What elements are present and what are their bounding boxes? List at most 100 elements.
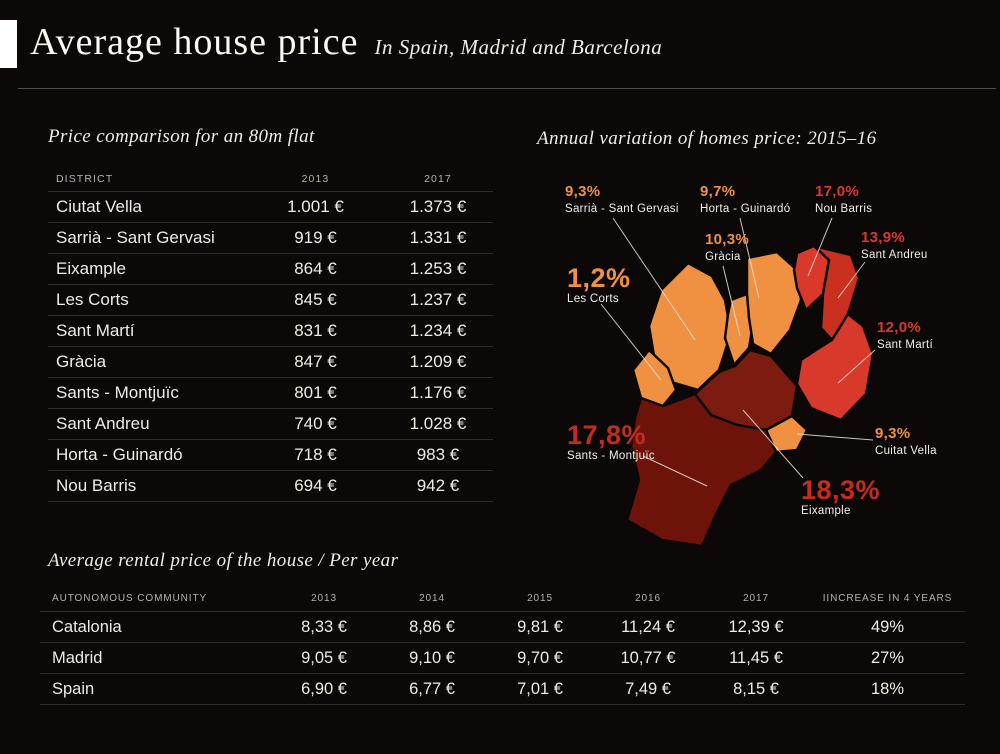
rent-2014-cell: 8,86 € xyxy=(409,617,455,636)
variation-value: 10,3% xyxy=(705,231,750,248)
rent-2017-cell: 11,45 € xyxy=(729,648,783,667)
map-label-les-corts: 1,2% Les Corts xyxy=(567,264,631,307)
price-table-title: Price comparison for an 80m flat xyxy=(48,126,315,147)
variation-value: 12,0% xyxy=(877,319,922,336)
district-shape-sants-montjuic xyxy=(625,392,778,548)
leader-line-horta xyxy=(739,217,760,299)
rental-table-header-row: AUTONOMOUS COMMUNITY 2013 2014 2015 2016… xyxy=(40,586,965,612)
table-row: Catalonia 8,33 € 8,86 € 9,81 € 11,24 € 1… xyxy=(40,612,965,643)
table-row: Eixample 864 € 1.253 € xyxy=(48,254,493,285)
column-header-district: DISTRICT xyxy=(56,172,114,185)
rental-price-section: Average rental price of the house / Per … xyxy=(40,550,965,705)
price-2013-cell: 864 € xyxy=(294,259,337,278)
price-2013-cell: 845 € xyxy=(294,290,337,309)
price-table: DISTRICT 2013 2017 Ciutat Vella 1.001 € … xyxy=(48,166,493,502)
map-label-gracia: 10,3% Gràcia xyxy=(705,230,749,264)
rent-2016-cell: 7,49 € xyxy=(625,679,671,698)
district-shape-horta-guinardo xyxy=(745,250,803,356)
annual-variation-section: Annual variation of homes price: 2015–16… xyxy=(535,118,997,554)
rent-2015-cell: 7,01 € xyxy=(517,679,563,698)
district-cell: Gràcia xyxy=(56,352,107,371)
variation-value: 17,0% xyxy=(815,183,860,200)
district-cell: Ciutat Vella xyxy=(56,197,142,216)
price-2017-cell: 1.234 € xyxy=(409,321,467,340)
map-label-sants-montjuic: 17,8% Sants - Montjuïc xyxy=(567,421,655,464)
rent-2013-cell: 9,05 € xyxy=(301,648,347,667)
column-header-2016: 2016 xyxy=(635,593,661,604)
rent-2017-cell: 8,15 € xyxy=(733,679,779,698)
price-2017-cell: 1.253 € xyxy=(409,259,467,278)
map-label-sant-andreu: 13,9% Sant Andreu xyxy=(861,228,928,262)
rent-2016-cell: 10,77 € xyxy=(620,648,676,667)
rent-2014-cell: 6,77 € xyxy=(409,679,455,698)
map-title: Annual variation of homes price: 2015–16 xyxy=(537,128,877,149)
table-row: Nou Barris 694 € 942 € xyxy=(48,471,493,502)
map-label-eixample: 18,3% Eixample xyxy=(801,476,880,519)
leader-line-sants-montjuic xyxy=(642,455,708,487)
page-title: Average house price xyxy=(30,21,359,63)
price-2017-cell: 942 € xyxy=(416,476,460,495)
map-label-horta-guinardo: 9,7% Horta - Guinardó xyxy=(700,182,790,216)
district-cell: Sants - Montjuïc xyxy=(56,383,179,402)
table-row: Les Corts 845 € 1.237 € xyxy=(48,285,493,316)
increase-cell: 27% xyxy=(870,648,905,667)
leader-line-sant-marti xyxy=(837,349,876,384)
price-2013-cell: 740 € xyxy=(294,414,337,433)
leader-line-eixample xyxy=(742,409,804,479)
district-name: Sarrià - Sant Gervasi xyxy=(565,202,679,215)
district-cell: Les Corts xyxy=(56,290,129,309)
district-cell: Sant Andreu xyxy=(56,414,150,433)
leader-line-gracia xyxy=(722,265,741,337)
rent-2015-cell: 9,81 € xyxy=(517,617,563,636)
table-row: Sants - Montjuïc 801 € 1.176 € xyxy=(48,378,493,409)
leader-line-ciutat-vella xyxy=(796,433,874,441)
variation-value: 9,7% xyxy=(700,183,736,200)
price-2013-cell: 718 € xyxy=(294,445,337,464)
table-row: Gràcia 847 € 1.209 € xyxy=(48,347,493,378)
map-label-ciutat-vella: 9,3% Cuitat Vella xyxy=(875,424,937,458)
rent-2014-cell: 9,10 € xyxy=(409,648,455,667)
barcelona-map xyxy=(600,217,876,548)
header-accent-bar xyxy=(0,20,17,68)
district-cell: Horta - Guinardó xyxy=(56,445,183,464)
community-cell: Spain xyxy=(52,679,95,698)
table-row: Ciutat Vella 1.001 € 1.373 € xyxy=(48,192,493,223)
map-label-sarria-sant-gervasi: 9,3% Sarrià - Sant Gervasi xyxy=(565,182,679,216)
rent-2017-cell: 12,39 € xyxy=(728,617,784,636)
header: Average house price In Spain, Madrid and… xyxy=(30,20,662,64)
rental-table: AUTONOMOUS COMMUNITY 2013 2014 2015 2016… xyxy=(40,586,965,705)
increase-cell: 49% xyxy=(870,617,905,636)
price-2013-cell: 919 € xyxy=(294,228,337,247)
increase-cell: 18% xyxy=(870,679,905,698)
column-header-2013: 2013 xyxy=(311,593,337,604)
district-cell: Sant Martí xyxy=(56,321,135,340)
column-header-2017: 2017 xyxy=(424,172,452,185)
table-row: Horta - Guinardó 718 € 983 € xyxy=(48,440,493,471)
price-2013-cell: 847 € xyxy=(294,352,337,371)
district-name: Eixample xyxy=(801,505,851,518)
column-header-increase: IINCREASE IN 4 YEARS xyxy=(822,593,953,604)
district-name: Cuitat Vella xyxy=(875,444,937,457)
price-2017-cell: 1.237 € xyxy=(409,290,467,309)
community-cell: Catalonia xyxy=(52,617,122,636)
table-row: Spain 6,90 € 6,77 € 7,01 € 7,49 € 8,15 €… xyxy=(40,674,965,705)
district-cell: Eixample xyxy=(56,259,126,278)
column-header-2014: 2014 xyxy=(419,593,445,604)
rent-2013-cell: 8,33 € xyxy=(301,617,347,636)
leader-line-les-corts xyxy=(600,303,662,381)
variation-value: 9,3% xyxy=(875,425,911,442)
column-header-2013: 2013 xyxy=(301,172,330,185)
price-2013-cell: 1.001 € xyxy=(287,197,344,216)
price-2013-cell: 801 € xyxy=(294,383,337,402)
column-header-community: AUTONOMOUS COMMUNITY xyxy=(52,593,208,604)
variation-value: 18,3% xyxy=(801,475,881,505)
map-label-sant-marti: 12,0% Sant Martí xyxy=(877,318,933,352)
table-row: Sant Andreu 740 € 1.028 € xyxy=(48,409,493,440)
price-table-header-row: DISTRICT 2013 2017 xyxy=(48,166,493,192)
table-row: Sarrià - Sant Gervasi 919 € 1.331 € xyxy=(48,223,493,254)
column-header-2015: 2015 xyxy=(527,593,553,604)
district-cell: Nou Barris xyxy=(56,476,137,495)
price-2017-cell: 983 € xyxy=(416,445,460,464)
rent-2016-cell: 11,24 € xyxy=(621,617,675,636)
